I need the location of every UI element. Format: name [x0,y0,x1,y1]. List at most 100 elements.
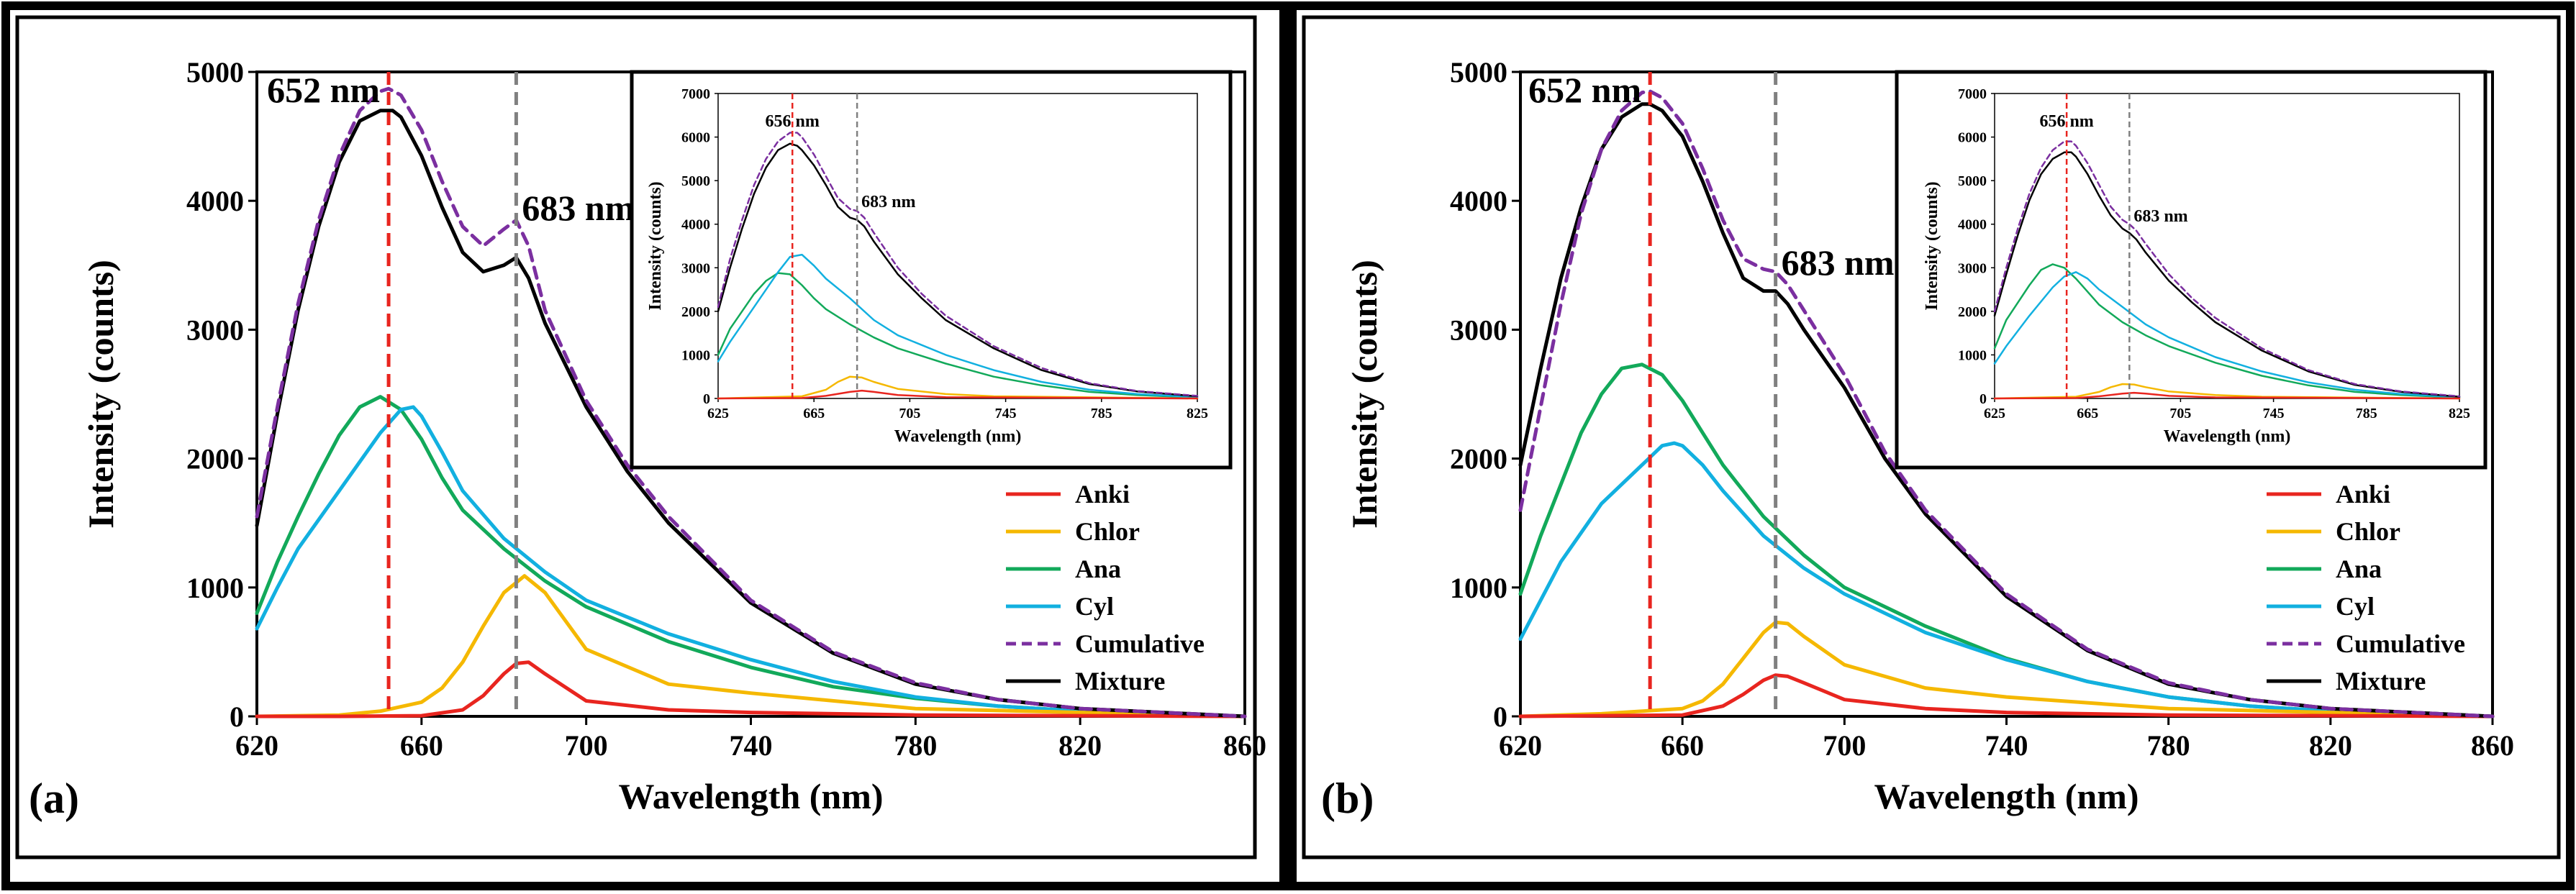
panel-b-inset: 0 1000 2000 3000 4000 5000 6000 7000 625 665 705 74… [1895,70,2487,470]
panel-a-inset-x-tick-label: 665 [803,406,825,421]
panel-a-y-tick-label: 3000 [186,314,244,346]
panel-b-legend-label-anki: Anki [2336,480,2390,508]
panel-b-inset-series-ana [1993,263,2461,399]
panel-b-legend-label-ana: Ana [2336,555,2382,583]
panel-a-x-tick-label: 860 [1223,729,1266,762]
panel-a-y-tick-label: 0 [230,701,244,733]
panel-b-inset-x-tick-label: 625 [1984,406,2005,421]
panel-a-legend-label-cyl: Cyl [1075,592,1114,621]
panel-a-inset-x-tick-label: 785 [1091,406,1112,421]
panel-a: 0 1000 2000 3000 4000 5000 620 660 700 740 780 820 8… [15,15,1266,859]
panel-a-marker-label-683: 683 nm [522,188,635,228]
panel-a-legend-label-cumulative: Cumulative [1075,629,1205,658]
panel-b-inset-y-tick-label: 7000 [1958,86,1987,102]
panel-b-series-cumulative [1518,89,2495,719]
panel-a-inset-y-tick-label: 5000 [681,173,710,189]
panel-b-series-cyl [1518,441,2495,719]
panel-b-x-tick-label: 620 [1499,729,1542,762]
panel-b-inset-y-tick-label: 6000 [1958,130,1987,146]
panel-a-y-tick-label: 5000 [186,56,244,88]
panel-a-series-chlor [255,574,1247,719]
panel-a-inset-x-tick-label: 625 [707,406,729,421]
panel-a-inset-series-mixture [717,142,1199,398]
panel-b-y-tick-label: 5000 [1450,56,1507,88]
panel-a-inset: 0 1000 2000 3000 4000 5000 6000 7000 625 665 705 74… [630,70,1233,470]
panel-a-x-tick-label: 700 [565,729,608,762]
panel-a-inset-series-chlor [717,375,1199,400]
panel-b-x-axis-title: Wavelength (nm) [1874,776,2139,816]
panel-a-inner-frame [15,15,1257,859]
panel-a-inset-marker-label-656: 656 nm [766,112,820,131]
panel-b-inset-series-chlor [1993,383,2461,400]
panel-b-x-tick-label: 660 [1661,729,1704,762]
panel-b-inner-frame [1302,15,2561,859]
panel-a-inset-series-cumulative [717,132,1199,397]
panel-a-legend-label-mixture: Mixture [1075,667,1165,695]
panel-b-inset-series-mixture [1993,151,2461,398]
panel-b-y-tick-label: 3000 [1450,314,1507,346]
panel-a-legend-label-ana: Ana [1075,555,1121,583]
panel-a-series-cyl [255,405,1247,719]
panel-b: 0 1000 2000 3000 4000 5000 620 660 700 740 780 820 8… [1302,15,2561,859]
panel-b-inset-y-tick-label: 1000 [1958,347,1987,363]
panel-b-inset-marker-label-656: 656 nm [2039,112,2093,131]
panel-a-y-tick-label: 2000 [186,443,244,475]
panel-a-series-cumulative [255,86,1247,719]
panel-b-inset-y-tick-label: 3000 [1958,260,1987,276]
panel-a-inset-series-ana [717,272,1199,399]
panel-b-x-tick-label: 780 [2147,729,2190,762]
panel-a-inset-y-tick-label: 4000 [681,217,710,233]
panel-a-inset-y-tick-label: 0 [703,391,710,407]
panel-b-x-tick-label: 860 [2471,729,2514,762]
panel-a-x-tick-label: 820 [1058,729,1102,762]
panel-b-inset-marker-label-683: 683 nm [2133,207,2187,226]
panel-b-inset-series-cumulative [1993,140,2461,398]
panel-a-y-tick-label: 4000 [186,185,244,217]
panel-b-inset-x-tick-label: 825 [2449,406,2470,421]
panel-b-inset-y-tick-label: 4000 [1958,217,1987,233]
panel-a-inset-x-tick-label: 745 [995,406,1017,421]
panel-b-inset-series-anki [1993,391,2461,400]
panel-b-inset-y-tick-label: 5000 [1958,173,1987,189]
panel-b-y-tick-label: 0 [1493,701,1507,733]
panel-b-outer-frame [1288,1,2575,890]
panel-a-inset-x-tick-label: 825 [1187,406,1208,421]
panel-a-inset-y-tick-label: 3000 [681,260,710,276]
panel-b-inset-x-tick-label: 785 [2356,406,2377,421]
panel-b-legend-label-chlor: Chlor [2336,517,2400,546]
panel-a-x-axis-title: Wavelength (nm) [618,776,883,816]
panel-b-inset-y-axis-title: Intensity (counts) [1923,181,1941,310]
panel-b-legend-label-cumulative: Cumulative [2336,629,2465,658]
panel-a-inset-y-tick-label: 7000 [681,86,710,102]
panel-b-y-tick-label: 2000 [1450,443,1507,475]
panel-b-inset-x-tick-label: 705 [2169,406,2191,421]
panel-a-outer-frame [1,1,1288,890]
panel-b-y-axis-title: Intensity (counts) [1344,260,1384,529]
panel-b-y-tick-label: 1000 [1450,572,1507,604]
panel-b-inset-x-tick-label: 745 [2263,406,2285,421]
panel-a-inset-marker-label-683: 683 nm [861,193,915,211]
panel-a-x-tick-label: 660 [400,729,443,762]
panel-a-inset-y-tick-label: 6000 [681,130,710,146]
panel-a-x-tick-label: 620 [235,729,278,762]
panel-a-inset-series-anki [717,389,1199,400]
panel-b-inset-x-axis-title: Wavelength (nm) [2164,427,2291,446]
panel-b-legend-label-mixture: Mixture [2336,667,2426,695]
panel-a-legend-label-anki: Anki [1075,480,1130,508]
panel-a-y-axis-title: Intensity (counts) [81,260,121,529]
panel-a-series-anki [255,660,1247,719]
panel-b-x-tick-label: 700 [1823,729,1866,762]
panel-b-x-tick-label: 820 [2309,729,2352,762]
panel-b-inset-y-tick-label: 0 [1979,391,1987,407]
panel-a-inset-plot-area [717,93,1198,399]
panel-a-inset-frame [630,70,1233,470]
panel-b-x-tick-label: 740 [1985,729,2028,762]
panel-a-y-tick-label: 1000 [186,572,244,604]
panel-b-label: (b) [1321,775,1374,822]
panel-a-inset-y-axis-title: Intensity (counts) [646,181,665,310]
panel-b-marker-label-652: 652 nm [1528,70,1641,110]
panel-a-inset-x-axis-title: Wavelength (nm) [894,427,1022,446]
panel-a-legend-label-chlor: Chlor [1075,517,1140,546]
panel-a-x-tick-label: 740 [730,729,773,762]
